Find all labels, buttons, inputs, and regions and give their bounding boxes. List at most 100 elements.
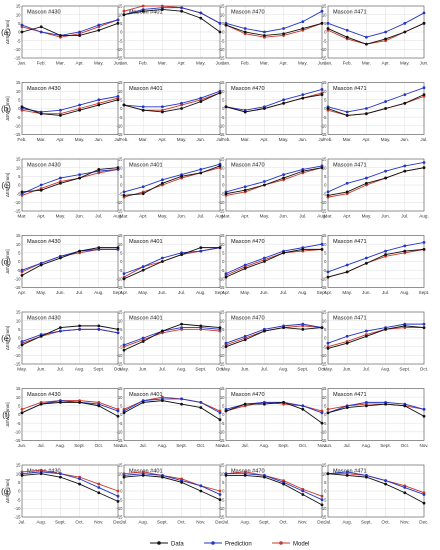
- data-point-data: [78, 400, 81, 404]
- y-tick-label: -15: [116, 515, 123, 520]
- x-tick-label: Jun.: [420, 61, 429, 66]
- data-point-data: [161, 260, 164, 263]
- data-point-data: [243, 338, 247, 342]
- data-point-data: [20, 190, 24, 194]
- y-tick-label: -5: [221, 115, 225, 120]
- panel-frame: [327, 5, 425, 59]
- series-line-prediction: [21, 168, 119, 195]
- data-point-prediction: [320, 242, 324, 246]
- x-tick-label: Aug.: [75, 367, 84, 372]
- data-point-data: [263, 402, 266, 406]
- y-tick-label: -10: [116, 276, 123, 281]
- y-axis-label: ΔEWT [mm]: [5, 173, 10, 197]
- panel-frame: [225, 311, 323, 365]
- data-point-data: [141, 108, 145, 112]
- x-tick-label: Jun.: [324, 443, 333, 448]
- y-tick-label: 10: [220, 165, 225, 170]
- x-tick-label: May.: [158, 214, 168, 219]
- data-point-prediction: [161, 105, 164, 109]
- data-point-data: [422, 21, 426, 25]
- x-tick-label: Oct.: [299, 443, 307, 448]
- x-tick-label: Sept.: [113, 290, 124, 295]
- y-tick-label: 5: [324, 250, 327, 255]
- series-line-data: [21, 401, 119, 417]
- y-tick-label: -5: [323, 421, 327, 426]
- data-point-data: [20, 411, 24, 415]
- data-point-prediction: [199, 168, 203, 171]
- data-point-data: [403, 249, 407, 253]
- panel-frame: [327, 464, 425, 518]
- panel-5-1: -15 -10 -5 0 5 10 15 May. Jun. Jul. Aug. Sept. Oct. M…: [14, 310, 122, 372]
- x-tick-label: Aug.: [279, 367, 288, 372]
- x-tick-label: May.: [177, 137, 187, 142]
- data-point-data: [320, 421, 324, 425]
- y-tick-label: 5: [18, 327, 21, 332]
- y-tick-label: -5: [221, 268, 225, 273]
- x-tick-label: Apr.: [343, 214, 351, 219]
- data-point-data: [161, 475, 164, 479]
- y-tick-label: 15: [322, 386, 327, 391]
- data-point-data: [122, 194, 126, 197]
- x-tick-label: Jul.: [318, 137, 325, 142]
- data-point-prediction: [384, 249, 387, 253]
- data-point-prediction: [122, 343, 126, 347]
- series-line-prediction: [123, 247, 221, 275]
- x-tick-label: Jun.: [18, 443, 27, 448]
- y-tick-label: 0: [222, 259, 225, 264]
- panel-title: Mascon #470: [231, 239, 265, 245]
- data-point-data: [345, 190, 349, 194]
- data-point-prediction: [263, 256, 266, 260]
- y-tick-label: 10: [118, 242, 123, 247]
- x-tick-label: Nov.: [113, 443, 122, 448]
- x-tick-label: May.: [279, 137, 289, 142]
- data-point-prediction: [78, 477, 81, 481]
- x-tick-label: Sept.: [195, 367, 206, 372]
- data-point-prediction: [199, 96, 203, 100]
- y-tick-label: 0: [324, 489, 327, 494]
- x-tick-label: Jun.: [343, 367, 352, 372]
- y-tick-label: 5: [222, 327, 225, 332]
- series-line-prediction: [225, 165, 323, 193]
- legend-marker: [211, 541, 215, 545]
- x-tick-label: Jul.: [114, 137, 121, 142]
- y-tick-label: 5: [18, 97, 21, 102]
- x-tick-label: Sept.: [419, 290, 430, 295]
- panel-6-2: -15 -10 -5 0 5 10 15 Jun. Jul. Aug. Sept. Oct. Nov. M…: [116, 386, 224, 448]
- y-tick-label: 0: [18, 106, 21, 111]
- x-tick-label: Jun.: [381, 214, 390, 219]
- x-tick-label: Feb.: [241, 61, 250, 66]
- y-tick-label: -5: [221, 344, 225, 349]
- x-tick-label: Aug.: [215, 214, 224, 219]
- data-point-prediction: [161, 178, 164, 182]
- x-tick-label: Oct.: [279, 520, 287, 525]
- panel-4-3: -15 -10 -5 0 5 10 15 Apr. May. Jun. Jul. Aug. Sept. M…: [218, 233, 327, 295]
- y-tick-label: 10: [118, 89, 123, 94]
- series-line-data: [21, 22, 119, 36]
- row-label: (g): [1, 487, 11, 496]
- x-tick-label: Jun.: [222, 443, 231, 448]
- x-tick-label: Jun.: [75, 214, 84, 219]
- y-tick-label: 15: [322, 463, 327, 468]
- x-tick-label: Aug.: [196, 290, 205, 295]
- data-point-data: [78, 249, 81, 253]
- data-point-data: [78, 482, 81, 486]
- panel-frame: [21, 388, 119, 441]
- x-tick-label: Nov.: [94, 520, 103, 525]
- x-tick-label: Mar.: [222, 214, 231, 219]
- data-point-prediction: [301, 20, 305, 23]
- y-tick-label: 10: [16, 89, 21, 94]
- y-tick-label: -15: [320, 438, 327, 443]
- x-tick-label: Mar.: [18, 214, 27, 219]
- x-tick-label: May.: [36, 290, 46, 295]
- data-point-data: [282, 400, 285, 404]
- data-point-data: [345, 341, 349, 345]
- data-point-prediction: [326, 190, 330, 194]
- data-point-data: [180, 253, 184, 256]
- panel-3-2: -15 -10 -5 0 5 10 15 Mar. Apr. May. Jun. Jul. Aug. Ma…: [116, 157, 224, 219]
- y-tick-label: -10: [320, 429, 327, 434]
- series-line-data: [21, 167, 119, 193]
- y-tick-label: -15: [218, 132, 225, 137]
- data-point-prediction: [122, 272, 126, 276]
- data-point-data: [218, 498, 222, 502]
- x-tick-label: May.: [56, 214, 66, 219]
